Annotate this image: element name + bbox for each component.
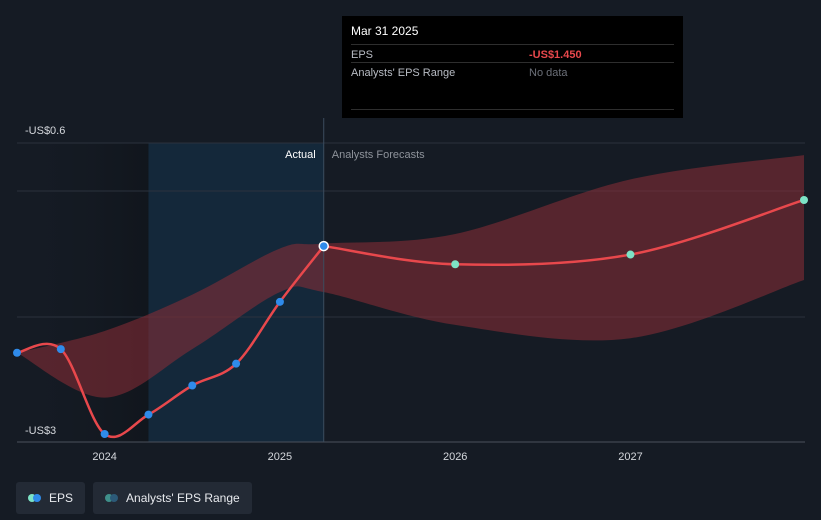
eps-actual-point-highlighted[interactable] [318,240,329,252]
legend: EPS Analysts' EPS Range [16,482,252,514]
legend-item-range[interactable]: Analysts' EPS Range [93,482,252,514]
x-tick-label: 2024 [92,451,116,463]
actual-section-label: Actual [285,149,316,161]
eps-legend-icon [28,494,41,502]
tooltip-divider [351,109,674,110]
eps-forecast-point[interactable] [451,260,460,269]
eps-actual-point[interactable] [232,359,241,368]
eps-actual-point[interactable] [188,381,197,390]
eps-actual-point[interactable] [144,410,153,419]
legend-eps-label: EPS [49,491,74,505]
legend-range-label: Analysts' EPS Range [126,491,240,505]
eps-actual-point[interactable] [56,345,65,354]
y-axis-top-label: -US$0.6 [25,125,65,137]
forecast-section-label: Analysts Forecasts [332,149,425,161]
x-tick-label: 2025 [268,451,292,463]
eps-actual-point[interactable] [275,297,284,306]
tooltip-row-eps: EPS -US$1.450 [351,44,674,62]
tooltip-range-label: Analysts' EPS Range [351,67,456,79]
tooltip: Mar 31 2025 EPS -US$1.450 Analysts' EPS … [342,16,683,118]
tooltip-row-range: Analysts' EPS Range No data [351,62,674,80]
eps-chart: -US$0.6 -US$3 Actual Analysts Forecasts … [13,118,808,463]
eps-actual-point[interactable] [13,348,21,357]
tooltip-range-value: No data [529,67,568,79]
y-axis-bottom-label: -US$3 [25,425,56,437]
eps-forecast-point[interactable] [626,250,635,259]
x-tick-label: 2027 [618,451,642,463]
eps-line-forecast [323,198,805,267]
range-legend-icon [105,494,119,502]
tooltip-date: Mar 31 2025 [351,24,419,38]
tooltip-eps-value: -US$1.450 [529,49,582,61]
eps-forecast-point[interactable] [800,195,808,204]
legend-item-eps[interactable]: EPS [16,482,86,514]
tooltip-eps-label: EPS [351,49,374,61]
x-tick-label: 2026 [443,451,467,463]
eps-actual-point[interactable] [100,430,109,438]
eps-range-area [17,155,804,398]
eps-line-actual [16,245,325,438]
